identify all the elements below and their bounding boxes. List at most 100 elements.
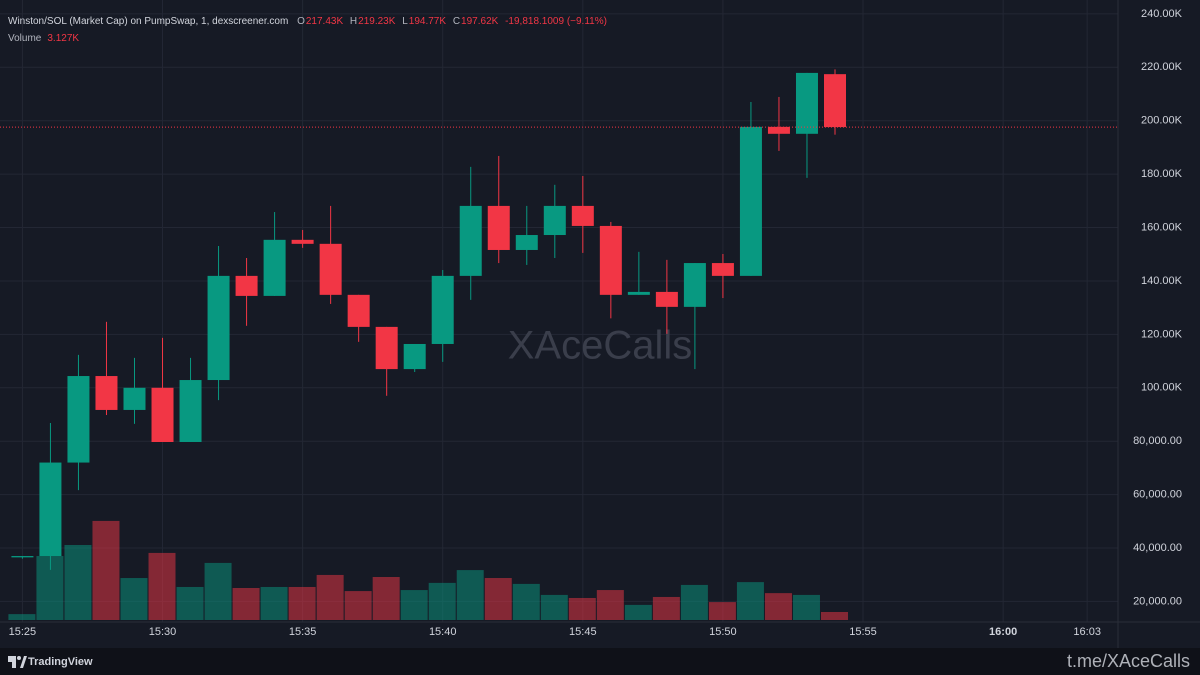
footer-link: t.me/XAceCalls <box>1067 651 1190 671</box>
volume-bar <box>820 611 848 620</box>
close-value: 197.62K <box>461 16 499 27</box>
volume-bar <box>8 614 36 620</box>
chart-background <box>0 0 1200 648</box>
candle-body <box>543 205 566 236</box>
candle-body <box>95 376 118 410</box>
x-tick-label: 15:30 <box>149 626 177 638</box>
volume-label: Volume <box>8 33 42 44</box>
volume-row: Volume 3.127K <box>8 30 611 47</box>
volume-bar <box>316 574 344 620</box>
y-tick-label: 220.00K <box>1141 61 1183 73</box>
y-tick-label: 20,000.00 <box>1133 595 1182 607</box>
legend-header: Winston/SOL (Market Cap) on PumpSwap, 1,… <box>8 13 611 47</box>
x-tick-label: 15:35 <box>289 626 317 638</box>
symbol-title: Winston/SOL (Market Cap) on PumpSwap, 1,… <box>8 16 289 27</box>
volume-bar <box>64 544 92 620</box>
x-tick-label: 15:40 <box>429 626 457 638</box>
x-tick-label: 16:03 <box>1073 626 1101 638</box>
candle-body <box>403 343 426 370</box>
close-label: C <box>452 16 461 27</box>
volume-bar <box>512 583 540 620</box>
candle-body <box>627 291 650 295</box>
candle-body <box>179 380 202 442</box>
candle-body <box>711 263 734 276</box>
x-tick-label: 16:00 <box>989 626 1017 638</box>
volume-bar <box>260 586 288 620</box>
candle-body <box>319 243 342 295</box>
y-tick-label: 240.00K <box>1141 8 1183 20</box>
candle-body <box>795 72 818 134</box>
x-tick-label: 15:45 <box>569 626 597 638</box>
footer-bar <box>0 648 1200 675</box>
candle-body <box>263 239 286 296</box>
volume-bar <box>400 590 428 620</box>
volume-bar <box>232 588 260 620</box>
x-tick-label: 15:50 <box>709 626 737 638</box>
volume-bar <box>792 594 820 620</box>
change-value: -19,818.1009 (−9.11%) <box>505 16 607 27</box>
volume-bar <box>176 586 204 620</box>
volume-bar <box>344 591 372 620</box>
low-value: 194.77K <box>408 16 447 27</box>
volume-bar <box>92 520 120 620</box>
candle-body <box>431 275 454 344</box>
candle-body <box>683 263 706 307</box>
volume-bar <box>736 582 764 620</box>
candle-body <box>207 275 230 381</box>
candle-body <box>655 291 678 307</box>
volume-bar <box>568 597 596 620</box>
volume-bar <box>680 584 708 620</box>
candle-body <box>151 387 174 442</box>
volume-bar <box>624 604 652 620</box>
high-value: 219.23K <box>358 16 396 27</box>
tv-logo <box>8 656 27 668</box>
open-value: 217.43K <box>305 16 344 27</box>
candle-body <box>67 376 90 463</box>
volume-bar <box>484 578 512 620</box>
volume-bar <box>456 570 484 620</box>
candle-body <box>459 205 482 276</box>
candle-body <box>515 235 538 250</box>
volume-bar <box>120 578 148 620</box>
volume-bar <box>428 582 456 620</box>
volume-value: 3.127K <box>47 33 80 44</box>
volume-bar <box>372 576 400 620</box>
candle-body <box>571 205 594 226</box>
x-tick-label: 15:55 <box>849 626 877 638</box>
volume-bar <box>148 552 176 620</box>
candle-body <box>599 225 622 295</box>
y-tick-label: 100.00K <box>1141 382 1183 394</box>
candle-body <box>123 387 146 410</box>
candle-body <box>291 239 314 244</box>
candle-body <box>11 556 34 558</box>
candle-body <box>375 326 398 370</box>
volume-bar <box>204 562 232 620</box>
candle-body <box>487 205 510 250</box>
candle-body <box>235 275 258 296</box>
open-label: O <box>297 16 305 27</box>
volume-bar <box>288 586 316 620</box>
candle-body <box>39 462 62 557</box>
price-row: Winston/SOL (Market Cap) on PumpSwap, 1,… <box>8 13 611 30</box>
y-tick-label: 80,000.00 <box>1133 435 1182 447</box>
y-tick-label: 200.00K <box>1141 115 1183 127</box>
volume-bar <box>596 590 624 620</box>
footer-brand: TradingView <box>28 656 93 668</box>
high-label: H <box>349 16 358 27</box>
volume-bar <box>652 596 680 620</box>
y-tick-label: 60,000.00 <box>1133 489 1182 501</box>
candle-body <box>347 294 370 327</box>
y-tick-label: 180.00K <box>1141 168 1183 180</box>
x-tick-label: 15:25 <box>9 626 37 638</box>
candle-body <box>823 74 846 128</box>
y-tick-label: 40,000.00 <box>1133 542 1182 554</box>
y-tick-label: 140.00K <box>1141 275 1183 287</box>
y-tick-label: 160.00K <box>1141 221 1183 233</box>
volume-bar <box>764 593 792 620</box>
watermark: XAceCalls <box>508 324 693 368</box>
volume-bar <box>540 594 568 620</box>
y-tick-label: 120.00K <box>1141 328 1183 340</box>
candle-body <box>767 126 790 134</box>
